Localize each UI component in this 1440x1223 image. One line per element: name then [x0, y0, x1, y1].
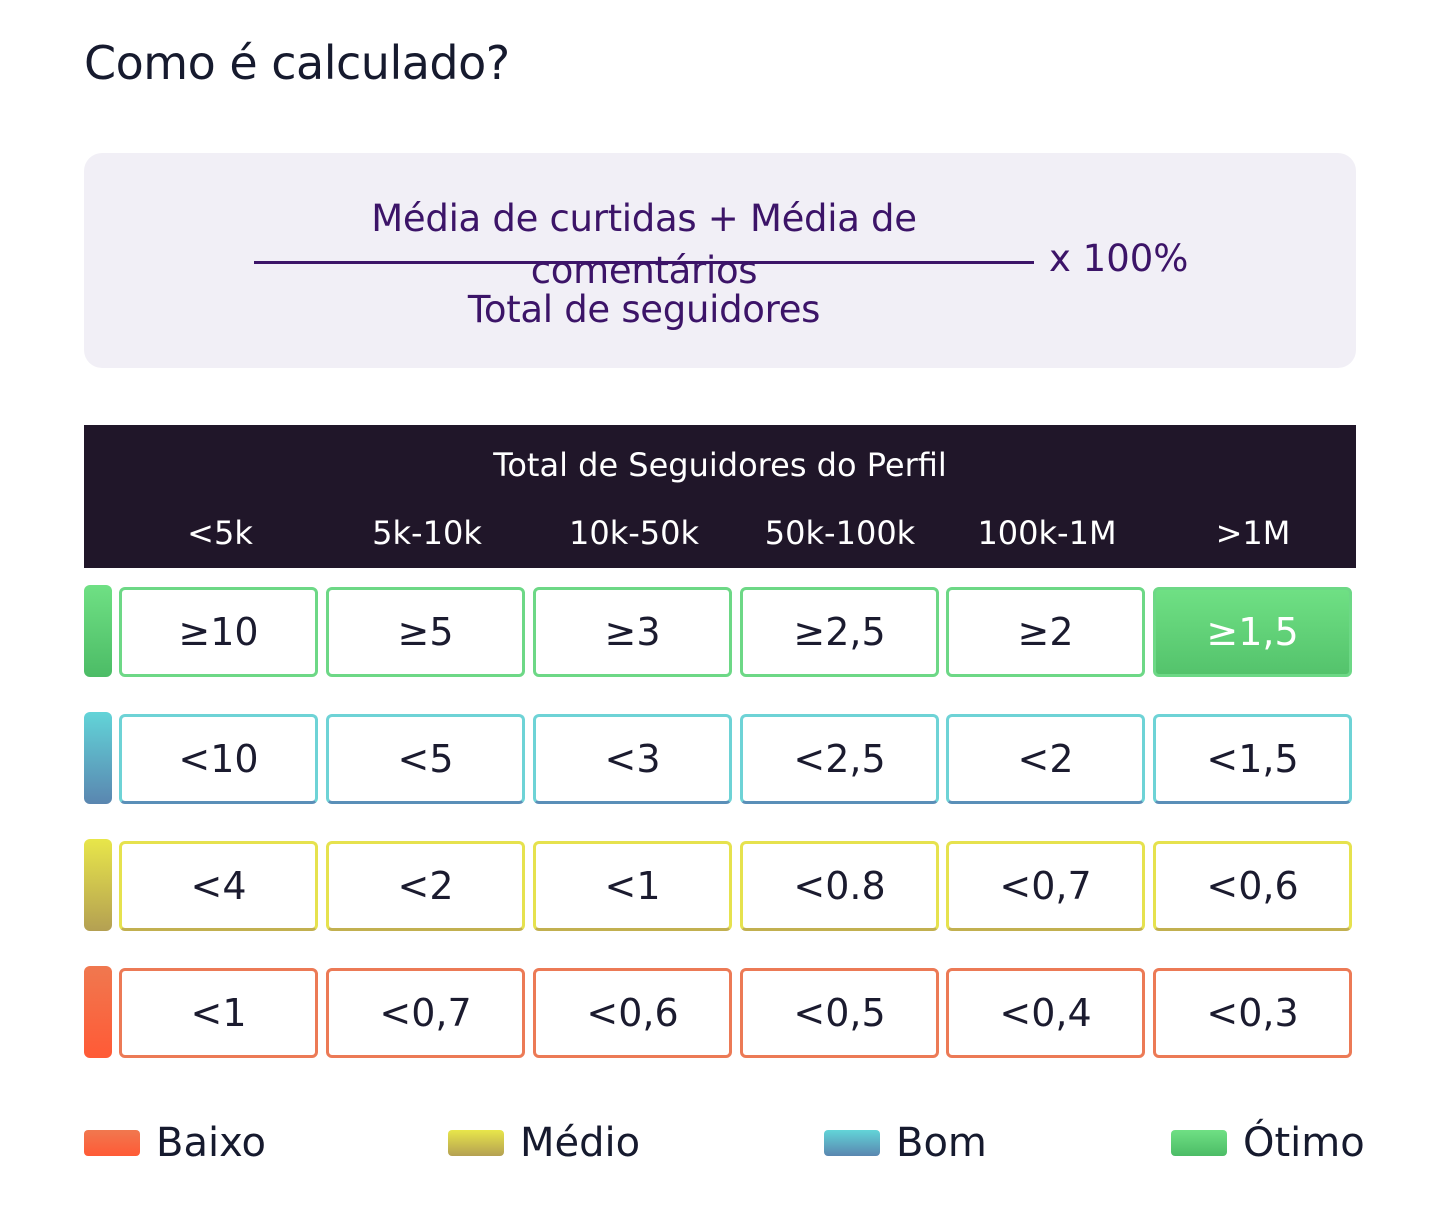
legend-item-otimo: Ótimo — [1171, 1118, 1365, 1168]
column-header: 50k-100k — [764, 514, 916, 552]
table-cell: <0,4 — [946, 968, 1145, 1058]
formula-denominator: Total de seguidores — [467, 288, 821, 331]
legend-item-baixo: Baixo — [84, 1118, 266, 1168]
legend-item-medio: Médio — [448, 1118, 640, 1168]
table-row: <1 <0,7 <0,6 <0,5 <0,4 <0,3 — [84, 966, 1356, 1058]
legend-swatch — [84, 1130, 140, 1156]
table-cell: <0,3 — [1153, 968, 1352, 1058]
table-cell: ≥5 — [326, 587, 525, 677]
table-row: <10 <5 <3 <2,5 <2 <1,5 — [84, 712, 1356, 804]
legend-swatch — [824, 1130, 880, 1156]
table-header: Total de Seguidores do Perfil <5k 5k-10k… — [84, 425, 1356, 568]
table-cell: <0,7 — [326, 968, 525, 1058]
page-title: Como é calculado? — [84, 36, 510, 90]
table-cell: ≥1,5 — [1153, 587, 1352, 677]
table-cell: <2 — [326, 841, 525, 931]
level-indicator-bar — [84, 585, 112, 677]
table-row: <4 <2 <1 <0.8 <0,7 <0,6 — [84, 839, 1356, 931]
table-cell: <2,5 — [740, 714, 939, 804]
level-indicator-bar — [84, 966, 112, 1058]
legend-item-bom: Bom — [824, 1118, 987, 1168]
legend-label: Ótimo — [1243, 1120, 1365, 1166]
formula-fraction: Média de curtidas + Média de comentários… — [254, 193, 1034, 336]
column-header: 100k-1M — [977, 514, 1117, 552]
legend-swatch — [448, 1130, 504, 1156]
table-cell: <3 — [533, 714, 732, 804]
formula-box: Média de curtidas + Média de comentários… — [84, 153, 1356, 368]
table-cell: <0.8 — [740, 841, 939, 931]
table-cell: ≥2,5 — [740, 587, 939, 677]
table-cell: <1 — [533, 841, 732, 931]
legend: Baixo Médio Bom Ótimo — [84, 1118, 1365, 1168]
table-cell: <1 — [119, 968, 318, 1058]
table-cell: <2 — [946, 714, 1145, 804]
table-cell: <0,6 — [533, 968, 732, 1058]
table-cell: <0,7 — [946, 841, 1145, 931]
level-indicator-bar — [84, 712, 112, 804]
table-cell: ≥10 — [119, 587, 318, 677]
column-header: >1M — [1215, 514, 1291, 552]
column-header: <5k — [187, 514, 253, 552]
table-cell: ≥2 — [946, 587, 1145, 677]
level-indicator-bar — [84, 839, 112, 931]
column-header: 5k-10k — [372, 514, 482, 552]
table-cell: <0,5 — [740, 968, 939, 1058]
table-cell: <5 — [326, 714, 525, 804]
legend-label: Baixo — [156, 1120, 266, 1166]
table-header-title: Total de Seguidores do Perfil — [493, 446, 947, 484]
column-header: 10k-50k — [568, 514, 700, 552]
legend-label: Bom — [896, 1120, 987, 1166]
fraction-line — [254, 261, 1034, 264]
table-row: ≥10 ≥5 ≥3 ≥2,5 ≥2 ≥1,5 — [84, 585, 1356, 677]
table-cell: ≥3 — [533, 587, 732, 677]
table-cell: <10 — [119, 714, 318, 804]
table-cell: <1,5 — [1153, 714, 1352, 804]
table-cell: <0,6 — [1153, 841, 1352, 931]
table-cell: <4 — [119, 841, 318, 931]
formula-numerator: Média de curtidas + Média de comentários — [371, 197, 917, 292]
legend-swatch — [1171, 1130, 1227, 1156]
legend-label: Médio — [520, 1120, 641, 1166]
formula-multiplier: x 100% — [1049, 237, 1189, 280]
